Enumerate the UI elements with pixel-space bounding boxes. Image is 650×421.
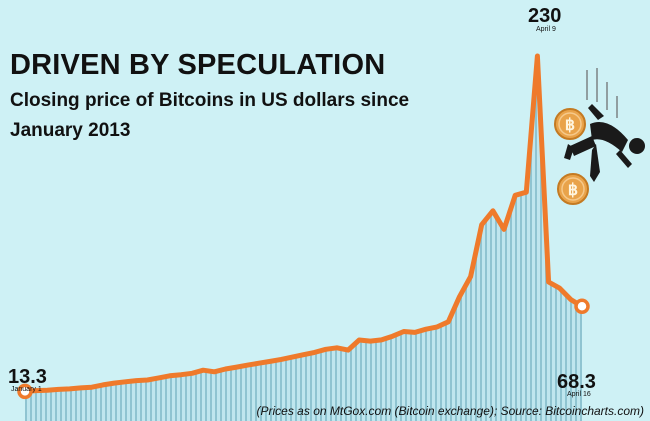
chart-subtitle-line1: Closing price of Bitcoins in US dollars … [10,90,409,111]
series-line [22,53,585,394]
source-note: (Prices as on MtGox.com (Bitcoin exchang… [257,404,644,418]
start-value-label: 13.3 [8,366,47,388]
start-point [17,383,33,400]
chart-subtitle-line2: January 2013 [10,120,130,141]
series-line-group [17,53,590,400]
falling-person-icon [564,68,645,182]
end-date-label: April 16 [567,391,591,398]
bitcoin-coin-icon: ฿ [557,173,589,205]
chart-title: DRIVEN BY SPECULATION [10,49,385,81]
peak-date-label: April 9 [536,26,556,33]
bitcoin-coin-icon: ฿ [554,108,586,140]
svg-text:฿: ฿ [568,182,578,199]
svg-text:฿: ฿ [565,117,575,134]
end-point [574,298,590,315]
peak-value-label: 230 [528,5,561,27]
end-value-label: 68.3 [557,371,596,393]
start-date-label: January 1 [11,386,42,393]
